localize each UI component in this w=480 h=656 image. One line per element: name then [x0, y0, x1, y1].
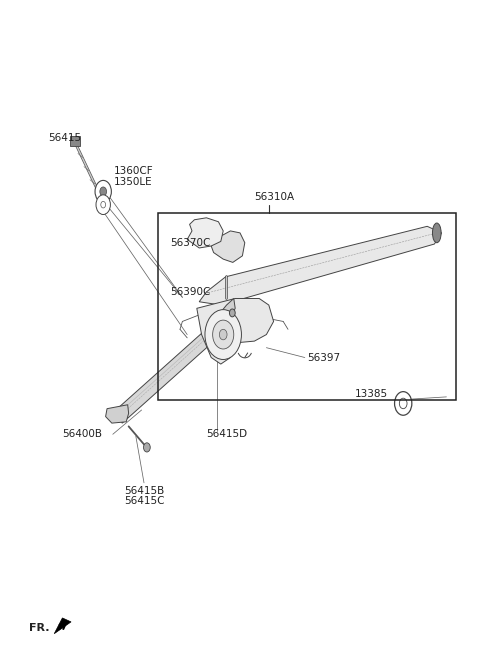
Text: 56397: 56397 [307, 352, 340, 363]
Polygon shape [199, 226, 442, 305]
Circle shape [144, 443, 150, 452]
Text: 56390C: 56390C [170, 287, 211, 297]
Circle shape [100, 187, 107, 196]
Text: 56310A: 56310A [254, 192, 295, 202]
Circle shape [229, 309, 235, 317]
Text: FR.: FR. [29, 623, 49, 634]
Polygon shape [106, 405, 129, 423]
Text: 56415D: 56415D [206, 429, 248, 440]
Circle shape [96, 195, 110, 215]
Circle shape [219, 329, 227, 340]
Polygon shape [212, 298, 235, 326]
Text: 56415B: 56415B [124, 485, 164, 496]
Text: 56415C: 56415C [124, 495, 164, 506]
Circle shape [95, 180, 111, 203]
Text: 13385: 13385 [355, 388, 388, 399]
Polygon shape [54, 618, 71, 634]
Text: 56415: 56415 [48, 133, 81, 143]
Bar [158, 213, 456, 400]
Circle shape [213, 320, 234, 349]
Text: 1350LE: 1350LE [114, 176, 153, 187]
Circle shape [399, 398, 407, 409]
Circle shape [101, 201, 106, 208]
Bar [70, 136, 80, 146]
Polygon shape [211, 231, 245, 262]
Text: 1360CF: 1360CF [114, 165, 154, 176]
Polygon shape [116, 318, 225, 423]
Circle shape [205, 310, 241, 359]
Text: 56370C: 56370C [170, 237, 211, 248]
Ellipse shape [432, 223, 441, 243]
Polygon shape [187, 218, 223, 248]
Circle shape [395, 392, 412, 415]
Polygon shape [197, 298, 274, 364]
Text: 56400B: 56400B [62, 429, 102, 440]
